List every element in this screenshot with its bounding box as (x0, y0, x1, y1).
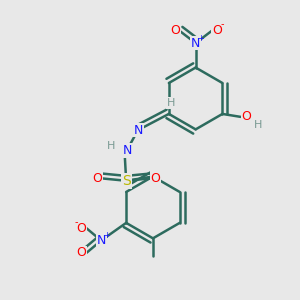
Text: H: H (254, 120, 262, 130)
Text: O: O (151, 172, 160, 185)
Text: H: H (107, 141, 116, 151)
Text: -: - (220, 19, 224, 29)
Text: N: N (97, 234, 106, 247)
Text: O: O (242, 110, 251, 123)
Text: N: N (133, 124, 142, 136)
Text: +: + (197, 34, 204, 43)
Text: O: O (92, 172, 102, 185)
Text: N: N (122, 144, 132, 157)
Text: O: O (76, 222, 86, 235)
Text: N: N (191, 37, 200, 50)
Text: O: O (212, 24, 222, 37)
Text: H: H (167, 98, 176, 108)
Text: O: O (76, 246, 86, 260)
Text: -: - (74, 217, 78, 227)
Text: O: O (170, 24, 180, 37)
Text: +: + (103, 231, 110, 240)
Text: S: S (122, 174, 130, 188)
